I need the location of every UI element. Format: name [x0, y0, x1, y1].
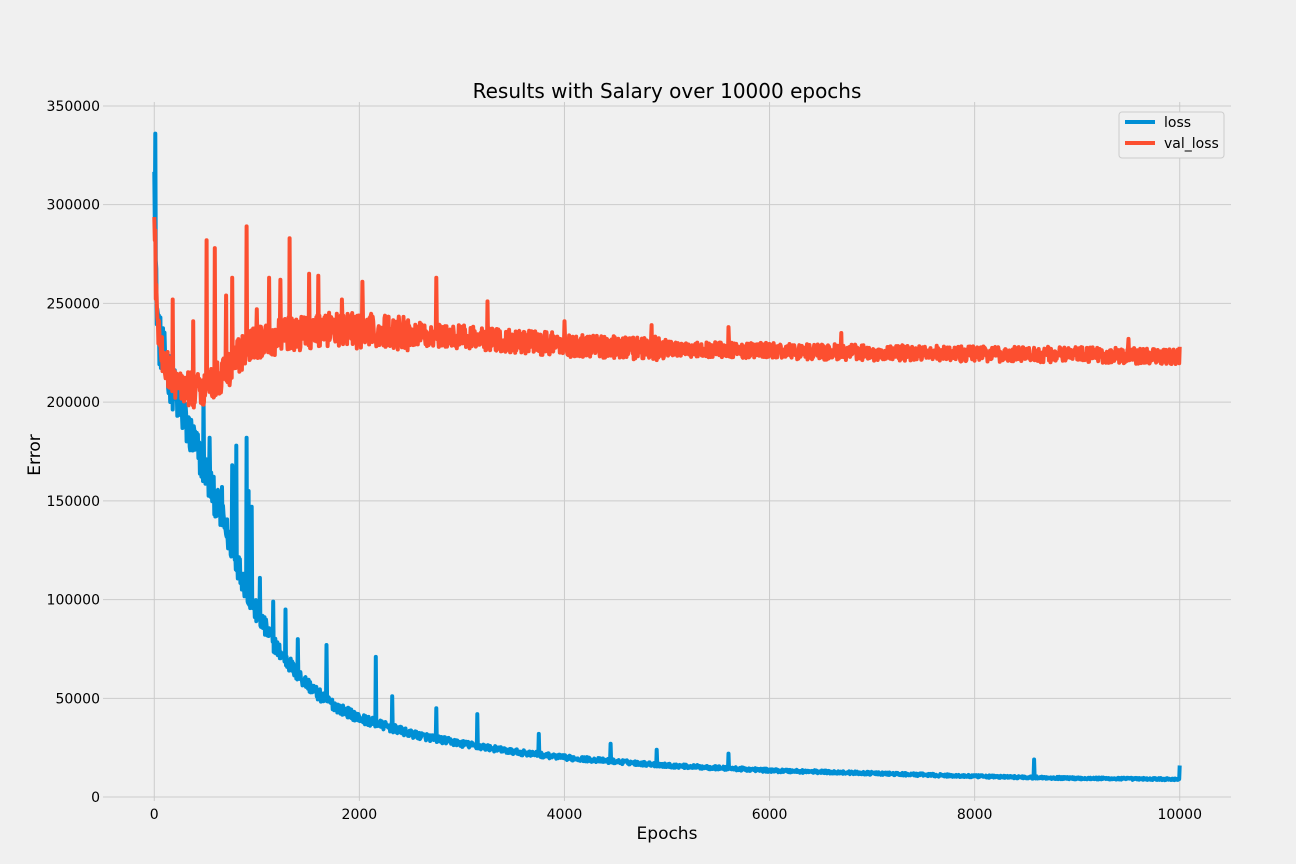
legend: loss val_loss [1118, 111, 1225, 159]
grid [103, 102, 1231, 801]
x-tick-label: 2000 [342, 807, 378, 823]
x-tick-label: 0 [150, 807, 159, 823]
y-tick-label: 0 [91, 790, 100, 806]
x-axis-label: Epochs [637, 824, 698, 844]
chart-title: Results with Salary over 10000 epochs [473, 79, 862, 103]
x-tick-label: 8000 [957, 807, 993, 823]
series-line-val-loss [152, 217, 1182, 410]
y-tick-label: 350000 [47, 99, 100, 115]
tick-labels: 0 2000 4000 6000 8000 10000050000100000150000… [47, 99, 1202, 823]
legend-label-val-loss: val_loss [1164, 136, 1219, 152]
y-tick-label: 100000 [47, 593, 100, 609]
series-line-loss [152, 131, 1182, 783]
y-tick-label: 150000 [47, 494, 100, 510]
y-tick-label: 300000 [47, 198, 100, 214]
x-tick-label: 4000 [547, 807, 583, 823]
x-tick-label: 10000 [1157, 807, 1202, 823]
x-tick-label: 6000 [752, 807, 788, 823]
series-layer [152, 131, 1182, 783]
y-axis-label: Error [25, 434, 45, 475]
legend-label-loss: loss [1164, 115, 1191, 131]
y-tick-label: 50000 [55, 691, 100, 707]
y-tick-label: 200000 [47, 395, 100, 411]
y-tick-label: 250000 [47, 296, 100, 312]
